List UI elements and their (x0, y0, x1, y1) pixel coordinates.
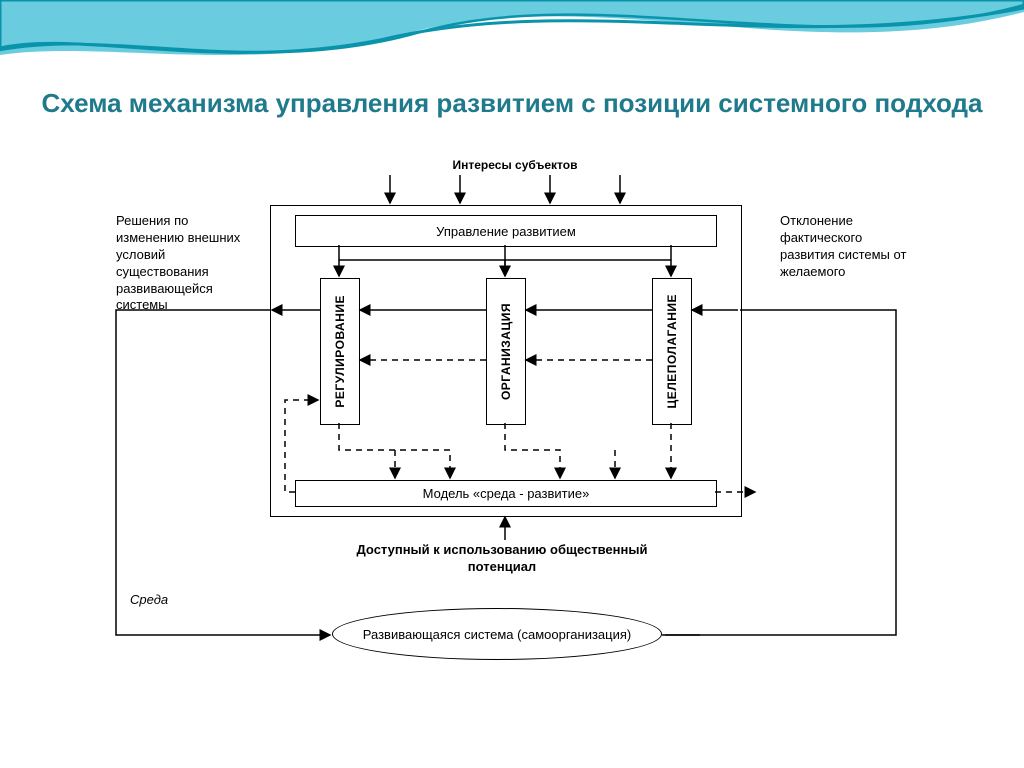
environment-label: Среда (130, 592, 168, 609)
interests-label: Интересы субъектов (400, 158, 630, 174)
slide-title: Схема механизма управления развитием с п… (0, 88, 1024, 119)
left-note: Решения по изменению внешних условий сущ… (116, 213, 256, 314)
organization-box: ОРГАНИЗАЦИЯ (486, 278, 526, 425)
regulation-box: РЕГУЛИРОВАНИЕ (320, 278, 360, 425)
goalsetting-box: ЦЕЛЕПОЛАГАНИЕ (652, 278, 692, 425)
regulation-label: РЕГУЛИРОВАНИЕ (333, 295, 347, 408)
wave-decoration (0, 0, 1024, 90)
goalsetting-label: ЦЕЛЕПОЛАГАНИЕ (665, 294, 679, 408)
organization-label: ОРГАНИЗАЦИЯ (499, 303, 513, 400)
system-ellipse: Развивающаяся система (самоорганизация) (332, 608, 662, 660)
slide: Схема механизма управления развитием с п… (0, 0, 1024, 768)
management-box: Управление развитием (295, 215, 717, 247)
model-box: Модель «среда - развитие» (295, 480, 717, 507)
right-note: Отклонение фактического развития системы… (780, 213, 920, 281)
bottom-note: Доступный к использованию общественный п… (332, 542, 672, 576)
